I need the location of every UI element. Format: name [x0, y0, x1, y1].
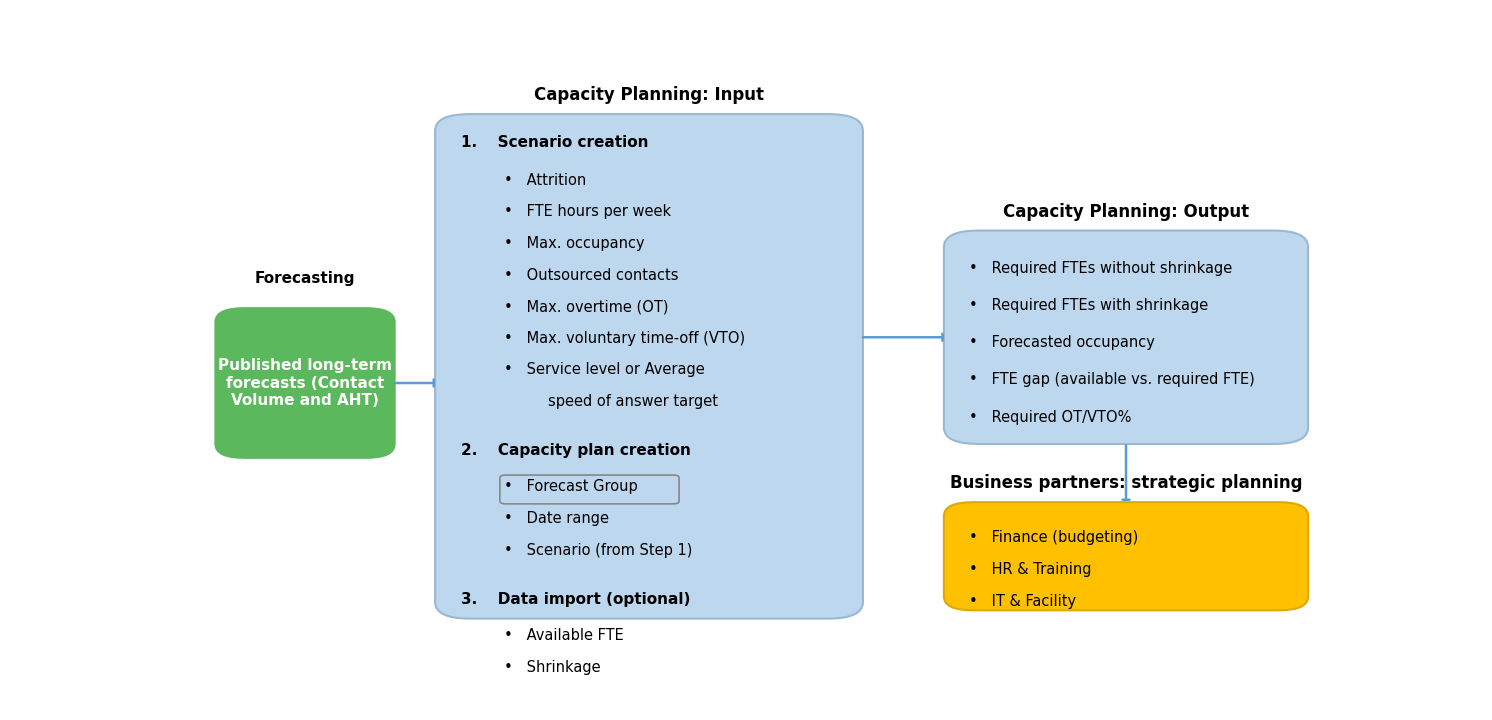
Text: •   Required FTEs with shrinkage: • Required FTEs with shrinkage: [970, 298, 1209, 313]
Text: Forecasting: Forecasting: [255, 271, 355, 286]
Text: •   Max. overtime (OT): • Max. overtime (OT): [504, 300, 668, 315]
Text: •   Finance (budgeting): • Finance (budgeting): [970, 530, 1138, 545]
Text: •   Date range: • Date range: [504, 511, 610, 526]
Text: Capacity Planning: Output: Capacity Planning: Output: [1003, 202, 1249, 220]
Text: 3.  Data import (optional): 3. Data import (optional): [461, 592, 689, 607]
Text: •   Service level or Average: • Service level or Average: [504, 362, 706, 377]
Text: •   Max. occupancy: • Max. occupancy: [504, 236, 645, 251]
FancyBboxPatch shape: [215, 308, 394, 458]
FancyBboxPatch shape: [500, 475, 679, 504]
FancyBboxPatch shape: [944, 503, 1308, 611]
Text: •   Outsourced contacts: • Outsourced contacts: [504, 268, 679, 283]
Text: 2.  Capacity plan creation: 2. Capacity plan creation: [461, 444, 691, 459]
Text: •   Max. voluntary time-off (VTO): • Max. voluntary time-off (VTO): [504, 331, 746, 346]
Text: •   IT & Facility: • IT & Facility: [970, 594, 1076, 609]
Text: Business partners: strategic planning: Business partners: strategic planning: [950, 474, 1303, 492]
Text: •   FTE gap (available vs. required FTE): • FTE gap (available vs. required FTE): [970, 372, 1255, 387]
Text: •   FTE hours per week: • FTE hours per week: [504, 204, 671, 220]
Text: •   Shrinkage: • Shrinkage: [504, 660, 601, 675]
Text: •   Scenario (from Step 1): • Scenario (from Step 1): [504, 543, 692, 558]
Text: speed of answer target: speed of answer target: [549, 394, 719, 409]
Text: Published long-term
forecasts (Contact
Volume and AHT): Published long-term forecasts (Contact V…: [218, 358, 392, 408]
Text: •   Attrition: • Attrition: [504, 173, 586, 188]
Text: •   Required OT/VTO%: • Required OT/VTO%: [970, 410, 1132, 425]
Text: 1.  Scenario creation: 1. Scenario creation: [461, 135, 648, 150]
Text: •   Available FTE: • Available FTE: [504, 628, 624, 643]
Text: Capacity Planning: Input: Capacity Planning: Input: [534, 86, 764, 104]
Text: •   Forecasted occupancy: • Forecasted occupancy: [970, 336, 1155, 351]
FancyBboxPatch shape: [436, 114, 862, 618]
Text: •   Required FTEs without shrinkage: • Required FTEs without shrinkage: [970, 261, 1232, 276]
FancyBboxPatch shape: [944, 230, 1308, 444]
Text: •   HR & Training: • HR & Training: [970, 562, 1092, 577]
Text: •   Forecast Group: • Forecast Group: [504, 480, 639, 495]
